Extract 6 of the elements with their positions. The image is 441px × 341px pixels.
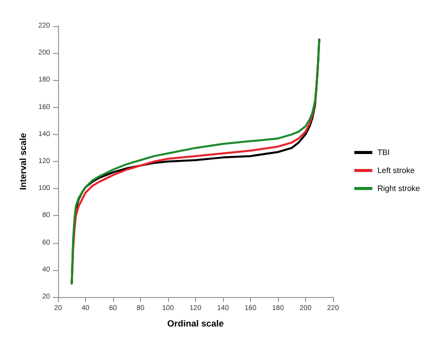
line-series	[70, 38, 320, 284]
x-axis-title: Ordinal scale	[167, 318, 224, 328]
legend-label: Right stroke	[377, 184, 421, 193]
legend-label: TBI	[377, 148, 390, 157]
legend-label: Left stroke	[377, 166, 416, 175]
y-axis-title: Interval scale	[18, 132, 28, 190]
